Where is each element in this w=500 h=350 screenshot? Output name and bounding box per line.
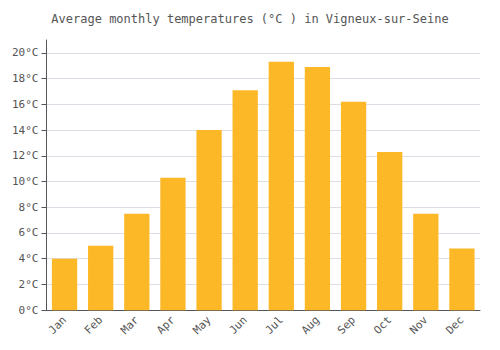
svg-text:Apr: Apr — [154, 313, 177, 336]
svg-text:Dec: Dec — [443, 314, 466, 337]
svg-text:20°C: 20°C — [12, 46, 39, 59]
svg-text:4°C: 4°C — [19, 252, 39, 265]
svg-text:Jun: Jun — [227, 314, 250, 337]
svg-text:Nov: Nov — [407, 313, 430, 336]
svg-text:Jan: Jan — [46, 314, 69, 337]
svg-text:May: May — [190, 313, 213, 336]
svg-text:8°C: 8°C — [19, 201, 39, 214]
svg-text:10°C: 10°C — [12, 175, 39, 188]
svg-text:Aug: Aug — [299, 314, 322, 337]
svg-text:2°C: 2°C — [19, 278, 39, 291]
svg-text:12°C: 12°C — [12, 149, 39, 162]
svg-text:6°C: 6°C — [19, 226, 39, 239]
svg-text:Feb: Feb — [82, 314, 105, 337]
svg-text:18°C: 18°C — [12, 72, 39, 85]
svg-text:Mar: Mar — [118, 313, 141, 336]
svg-text:0°C: 0°C — [19, 304, 39, 317]
svg-text:Average monthly temperatures (: Average monthly temperatures (°C ) in Vi… — [51, 12, 448, 26]
svg-text:14°C: 14°C — [12, 124, 39, 137]
svg-text:Jul: Jul — [263, 314, 286, 337]
svg-text:Oct: Oct — [371, 314, 394, 337]
svg-text:16°C: 16°C — [12, 98, 39, 111]
svg-text:Sep: Sep — [335, 314, 358, 337]
